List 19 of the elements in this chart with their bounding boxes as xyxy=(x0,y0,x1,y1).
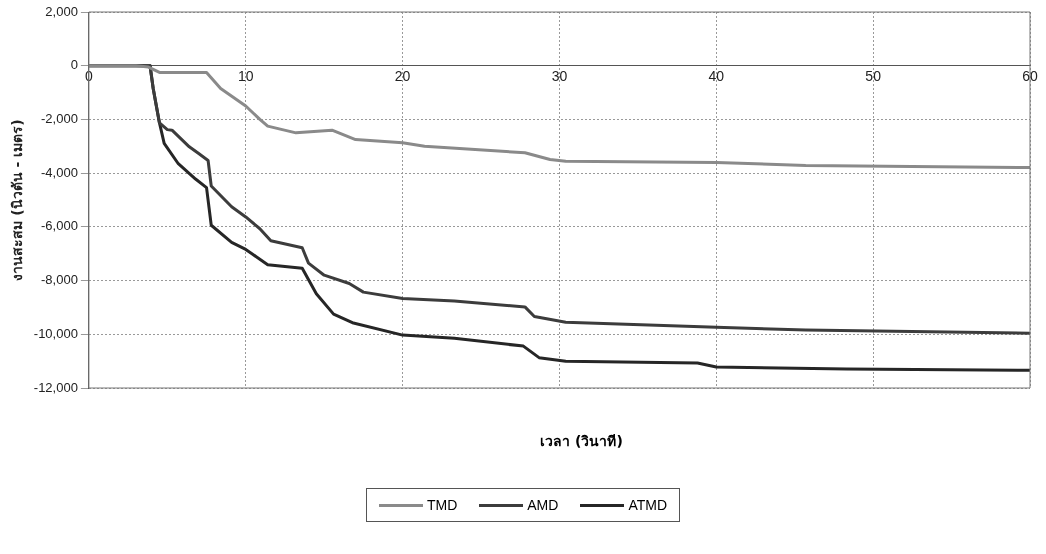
x-tick-label: 10 xyxy=(237,67,254,84)
legend-label: ATMD xyxy=(628,497,668,513)
x-axis-title: เวลา (วินาที) xyxy=(539,432,624,451)
y-tick-label: 0 xyxy=(70,57,78,73)
x-tick-label: 30 xyxy=(551,67,568,84)
legend-label: AMD xyxy=(527,497,559,513)
y-tick-label: -10,000 xyxy=(33,325,78,341)
x-tick-label: 50 xyxy=(865,67,882,84)
y-tick-label: -8,000 xyxy=(41,272,78,288)
y-tick-label: -2,000 xyxy=(41,111,78,127)
y-tick-label: 2,000 xyxy=(45,3,78,19)
x-tick-label: 40 xyxy=(708,67,725,84)
x-tick-label: 20 xyxy=(394,67,411,84)
x-tick-label: 60 xyxy=(1022,67,1038,84)
legend-label: TMD xyxy=(426,497,458,513)
y-tick-label: -6,000 xyxy=(41,218,78,234)
y-tick-label: -4,000 xyxy=(41,164,78,180)
y-axis-title: งานสะสม (นิวตัน - เมตร) xyxy=(9,119,26,281)
y-tick-label: -12,000 xyxy=(33,379,78,395)
